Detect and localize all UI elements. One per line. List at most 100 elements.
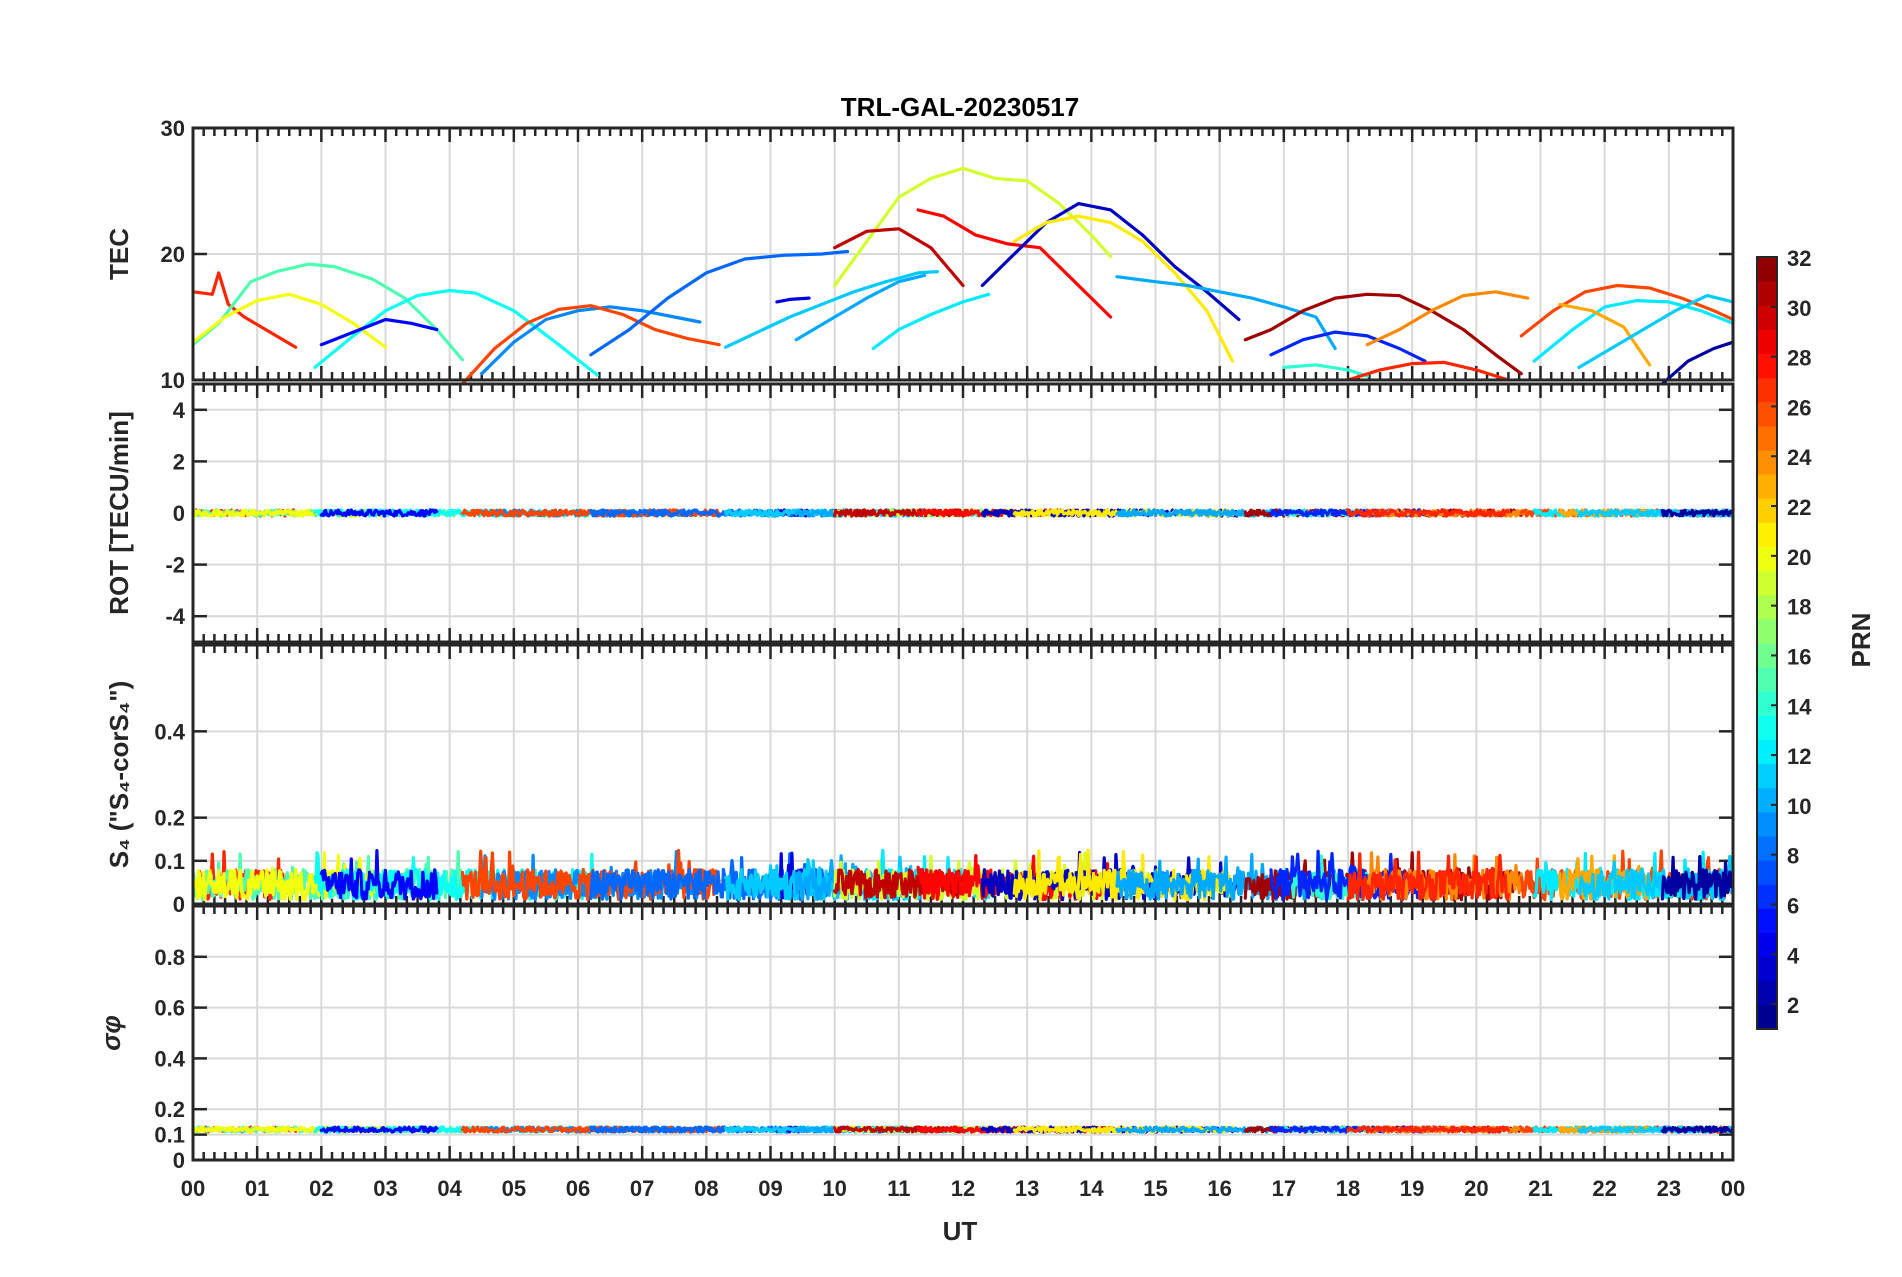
colorbar-band — [1757, 401, 1777, 427]
chart-title: TRL-GAL-20230517 — [841, 92, 1079, 122]
tec-series-prn-12 — [871, 292, 991, 351]
y-tick-label: 20 — [161, 242, 185, 267]
colorbar-tick-label: 6 — [1787, 893, 1799, 918]
colorbar-band — [1757, 450, 1777, 475]
colorbar-band — [1757, 618, 1777, 644]
colorbar-title: PRN — [1846, 613, 1876, 668]
colorbar-band — [1757, 860, 1777, 885]
colorbar-tick-label: 10 — [1787, 794, 1811, 819]
x-tick-label: 12 — [951, 1176, 975, 1201]
colorbar-band — [1757, 522, 1777, 547]
tec-series-prn-15 — [191, 262, 465, 362]
s4-series-prn-5 — [319, 848, 439, 901]
rot-series-prn-5 — [319, 508, 439, 518]
x-tick-label: 05 — [502, 1176, 526, 1201]
y-tick-label: 0.4 — [154, 719, 185, 744]
tec-series-prn-14 — [1282, 363, 1369, 378]
tec-series-prn-27 — [1346, 360, 1511, 382]
x-tick-label: 08 — [694, 1176, 718, 1201]
tec-series-prn-19 — [833, 166, 1113, 288]
colorbar-band — [1757, 643, 1777, 668]
colorbar-band — [1757, 956, 1777, 982]
tec-series-prn-5 — [319, 317, 439, 347]
panel-frame — [191, 126, 1735, 382]
x-tick-label: 00 — [181, 1176, 205, 1201]
panel-frame — [191, 904, 1735, 1162]
colorbar-band — [1757, 811, 1777, 837]
tec-series-prn-26 — [1519, 283, 1735, 338]
y-axis-title: σφ — [96, 1015, 126, 1051]
colorbar-band — [1757, 546, 1777, 572]
colorbar-band — [1757, 763, 1777, 789]
colorbar-band — [1757, 932, 1777, 958]
x-tick-label: 07 — [630, 1176, 654, 1201]
y-tick-label: 0.4 — [154, 1046, 185, 1071]
x-tick-label: 17 — [1272, 1176, 1296, 1201]
y-axis-title: TEC — [104, 228, 134, 280]
rot-series-prn-2 — [1660, 508, 1735, 518]
tec-series-prn-21 — [1012, 214, 1235, 363]
tec-series-prn-9 — [480, 305, 702, 376]
colorbar-band — [1757, 329, 1777, 354]
x-tick-label: 03 — [373, 1176, 397, 1201]
s4-series-prn-8 — [589, 852, 850, 902]
tec-series-prn-12 — [1532, 299, 1735, 363]
colorbar-tick-label: 4 — [1787, 943, 1800, 968]
x-tick-label: 23 — [1657, 1176, 1681, 1201]
panel-2: -4 -2 0 2 4 ROT [TECU/min] — [104, 382, 1735, 644]
tec-series-prn-28 — [916, 208, 1113, 319]
colorbar-band — [1757, 908, 1777, 933]
y-tick-label: 0 — [173, 892, 185, 917]
colorbar-band — [1757, 353, 1777, 379]
x-tick-label: 21 — [1528, 1176, 1552, 1201]
tec-series-prn-31 — [1243, 292, 1523, 376]
sigma-phi-series-prn-2 — [1660, 1125, 1735, 1134]
panel-frame — [191, 643, 1735, 906]
x-tick-label: 18 — [1336, 1176, 1360, 1201]
colorbar-tick-label: 24 — [1787, 445, 1812, 470]
s4-series-prn-30 — [833, 867, 965, 900]
colorbar-band — [1757, 474, 1777, 499]
colorbar-tick-label: 2 — [1787, 993, 1799, 1018]
tec-series-prn-6 — [1269, 330, 1427, 363]
s4-series-prn-2 — [1660, 854, 1735, 901]
x-tick-label: 22 — [1592, 1176, 1616, 1201]
colorbar-tick-label: 22 — [1787, 495, 1811, 520]
colorbar-band — [1757, 836, 1777, 861]
y-tick-label: -2 — [165, 553, 185, 578]
colorbar-band — [1757, 305, 1777, 330]
x-tick-label: 14 — [1079, 1176, 1104, 1201]
colorbar-tick-label: 26 — [1787, 395, 1811, 420]
colorbar-band — [1757, 739, 1777, 765]
tec-series-prn-8 — [589, 249, 850, 357]
y-tick-label: 30 — [161, 116, 185, 141]
colorbar-band — [1757, 691, 1777, 716]
colorbar-frame — [1756, 256, 1778, 1030]
panel-frame — [191, 382, 1735, 644]
x-axis-title: UT — [943, 1216, 978, 1246]
x-tick-label: 15 — [1143, 1176, 1167, 1201]
x-tick-label: 20 — [1464, 1176, 1488, 1201]
y-tick-label: 0.2 — [154, 806, 185, 831]
colorbar-band — [1757, 787, 1777, 813]
tec-series-prn-11 — [723, 270, 939, 349]
colorbar-tick-label: 30 — [1787, 296, 1811, 321]
colorbar-tick-label: 16 — [1787, 644, 1811, 669]
colorbar-tick-label: 12 — [1787, 744, 1811, 769]
y-tick-label: 0.2 — [154, 1097, 185, 1122]
tec-series-prn-13 — [313, 288, 599, 377]
colorbar-band — [1757, 257, 1777, 282]
colorbar-band — [1757, 594, 1777, 620]
sigma-phi-series-prn-5 — [319, 1125, 439, 1134]
tec-series-prn-27 — [191, 271, 298, 349]
y-tick-label: 2 — [173, 449, 185, 474]
x-tick-label: 13 — [1015, 1176, 1039, 1201]
colorbar-band — [1757, 667, 1777, 692]
y-tick-label: 0.8 — [154, 945, 185, 970]
colorbar-band — [1757, 570, 1777, 596]
y-tick-label: -4 — [165, 604, 185, 629]
